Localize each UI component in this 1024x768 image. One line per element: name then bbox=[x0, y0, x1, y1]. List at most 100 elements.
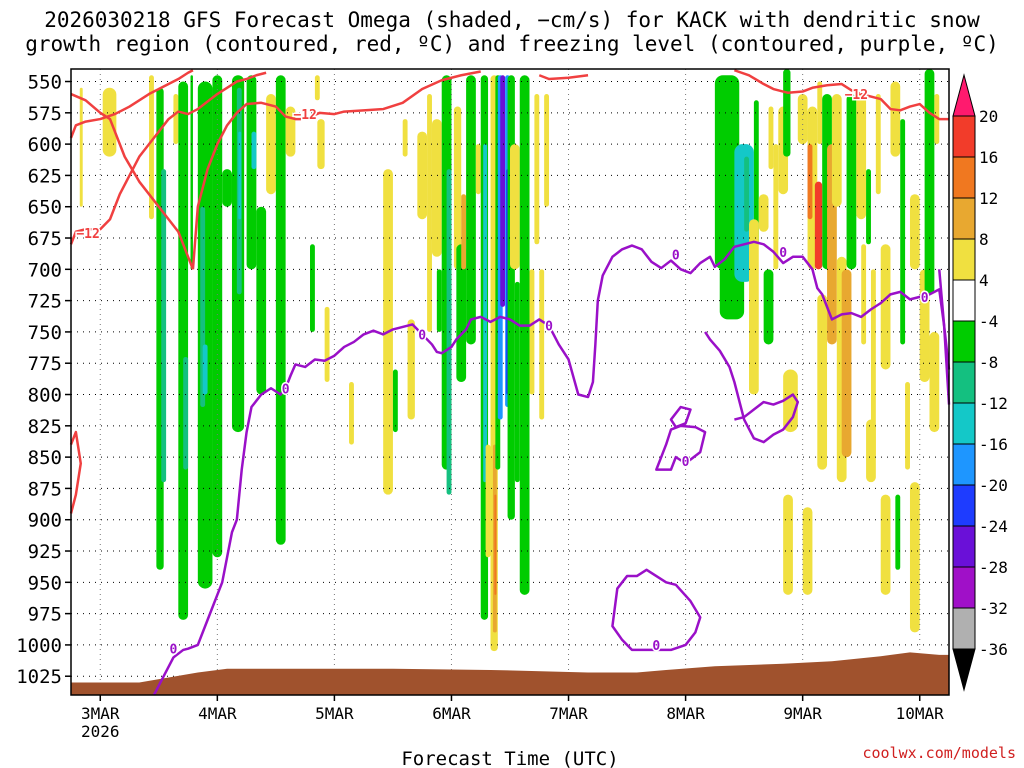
omega-shade-cell bbox=[890, 81, 901, 157]
omega-shade-cell bbox=[875, 94, 881, 195]
freezing-label: 0 bbox=[779, 246, 787, 261]
y-tick-label: 950 bbox=[28, 572, 62, 594]
omega-shade-cell bbox=[466, 75, 476, 345]
x-axis-label: Forecast Time (UTC) bbox=[401, 748, 618, 768]
omega-shade-cell bbox=[202, 344, 208, 395]
omega-shade-cell bbox=[802, 507, 813, 595]
omega-shade-cell bbox=[275, 75, 286, 545]
omega-shade-cell bbox=[317, 119, 325, 170]
omega-shade-cell bbox=[768, 106, 774, 170]
omega-shade-cell bbox=[436, 269, 442, 332]
omega-shade-cell bbox=[544, 94, 550, 207]
omega-shade-cell bbox=[494, 494, 497, 595]
y-tick-label: 875 bbox=[28, 478, 62, 500]
freezing-label: 0 bbox=[418, 328, 426, 343]
colorbar-label: 20 bbox=[979, 107, 998, 126]
omega-shade-cell bbox=[392, 369, 398, 433]
omega-shade-cell bbox=[856, 94, 867, 220]
omega-shade-cell bbox=[753, 100, 759, 245]
omega-shade-cell bbox=[783, 69, 791, 157]
colorbar-label: -20 bbox=[979, 476, 1008, 495]
omega-shade-cell bbox=[909, 482, 920, 633]
colorbar-segment bbox=[952, 279, 976, 322]
omega-shade-cell bbox=[880, 494, 891, 595]
chart-title-line1: 2026030218 GFS Forecast Omega (shaded, −… bbox=[44, 8, 980, 32]
plot-frame bbox=[70, 68, 950, 696]
omega-shade-cell bbox=[846, 94, 857, 270]
freezing-contour-loop-upper bbox=[704, 331, 800, 444]
freezing-label: 0 bbox=[282, 382, 290, 397]
dgz-contour-lower-left bbox=[70, 92, 195, 270]
dgz-contour-mid-top bbox=[538, 74, 589, 81]
omega-shade-cell bbox=[183, 356, 189, 470]
colorbar: 20 16 12 8 4 -4 -8 -12 -16 -20 -24 -28 -32 -36 bbox=[952, 73, 1008, 692]
omega-shade-cell bbox=[841, 269, 852, 458]
colorbar-segment bbox=[952, 443, 976, 486]
omega-shade-cell bbox=[519, 75, 530, 595]
y-tick-label: 800 bbox=[28, 385, 62, 407]
omega-shade-cell bbox=[934, 94, 940, 145]
freezing-label: 0 bbox=[921, 291, 929, 306]
omega-shade-cell bbox=[461, 194, 467, 270]
colorbar-label: -16 bbox=[979, 435, 1008, 454]
dgz-contour-left-slope bbox=[69, 71, 267, 245]
omega-shade-cell bbox=[814, 181, 823, 270]
colorbar-segment bbox=[952, 115, 976, 158]
colorbar-label: -12 bbox=[979, 394, 1008, 413]
colorbar-segment bbox=[952, 566, 976, 609]
x-tick-label: 4MAR bbox=[198, 704, 237, 723]
omega-shade-cell bbox=[880, 244, 891, 370]
y-axis: 550 575 600 625 650 675 700 725 750 775 800 825 850 8… bbox=[16, 72, 71, 688]
x-tick-label: 6MAR bbox=[432, 704, 471, 723]
omega-shade-cell bbox=[427, 94, 432, 332]
freezing-contour-loop-small bbox=[669, 405, 692, 429]
omega-shade-cell bbox=[783, 494, 793, 595]
omega-shade-cell bbox=[310, 244, 315, 332]
omega-shade-cell bbox=[407, 319, 415, 420]
colorbar-segment bbox=[952, 197, 976, 240]
dgz-contour-left-edge bbox=[69, 430, 83, 514]
omega-shade-cell bbox=[402, 119, 408, 157]
dgz-contour-upper bbox=[69, 69, 194, 139]
colorbar-segment bbox=[952, 361, 976, 404]
omega-shade-cell bbox=[929, 331, 940, 433]
y-tick-label: 900 bbox=[28, 510, 62, 532]
omega-shade-cell bbox=[246, 75, 257, 270]
omega-shade-cell bbox=[485, 444, 491, 558]
colorbar-label: -32 bbox=[979, 599, 1008, 618]
colorbar-segment bbox=[952, 484, 976, 527]
colorbar-label: 12 bbox=[979, 189, 998, 208]
omega-shade-cell bbox=[475, 144, 481, 195]
omega-shade-cell bbox=[924, 69, 935, 295]
omega-shade-cell bbox=[534, 94, 540, 245]
omega-shade-cell bbox=[763, 269, 774, 345]
y-tick-label: 625 bbox=[28, 165, 62, 187]
x-tick-label: 10MAR bbox=[896, 704, 945, 723]
omega-shade-cell bbox=[222, 169, 232, 207]
omega-shade-cell bbox=[744, 156, 750, 232]
omega-shade-cell bbox=[178, 81, 189, 620]
omega-shade-cell bbox=[266, 94, 276, 195]
freezing-contour-loop-mid bbox=[655, 424, 707, 471]
omega-shade-cell bbox=[190, 75, 193, 270]
y-tick-label: 700 bbox=[28, 259, 62, 281]
freezing-label: 0 bbox=[672, 248, 680, 263]
y-tick-label: 600 bbox=[28, 134, 62, 156]
colorbar-segment bbox=[952, 525, 976, 568]
colorbar-segment bbox=[952, 156, 976, 199]
dgz-label: −12 bbox=[76, 227, 99, 242]
omega-shade-cell bbox=[431, 119, 442, 257]
omega-shade-cell bbox=[866, 169, 871, 245]
omega-shade-cell bbox=[909, 194, 920, 270]
y-tick-label: 550 bbox=[28, 72, 62, 94]
omega-shade-cell bbox=[251, 131, 257, 170]
colorbar-segment bbox=[952, 238, 976, 281]
freezing-label: 0 bbox=[682, 455, 690, 470]
gridlines bbox=[71, 69, 949, 695]
omega-shade-cell bbox=[507, 75, 515, 520]
colorbar-segment bbox=[952, 320, 976, 363]
omega-shade-cell bbox=[314, 75, 320, 101]
colorbar-label: 16 bbox=[979, 148, 998, 167]
dgz-label: −12 bbox=[845, 88, 868, 103]
omega-shade-cell bbox=[758, 194, 769, 232]
